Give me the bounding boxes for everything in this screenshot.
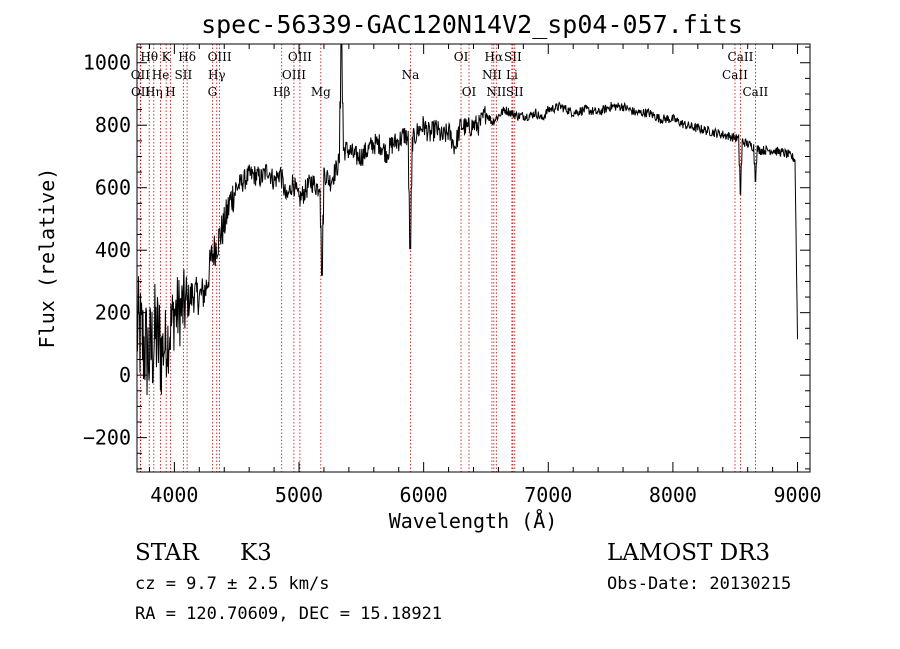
line-marker-label: OI bbox=[462, 85, 477, 99]
y-tick-label: 600 bbox=[95, 176, 131, 200]
line-marker-label: CaII bbox=[742, 85, 768, 99]
coordinates-readout: RA = 120.70609, DEC = 15.18921 bbox=[135, 604, 443, 624]
line-marker-label: Li bbox=[506, 68, 518, 82]
line-marker-label: Hδ bbox=[178, 50, 196, 64]
object-type: STAR bbox=[135, 540, 199, 566]
line-marker-label: OIII bbox=[208, 50, 232, 64]
y-tick-label: 200 bbox=[95, 301, 131, 325]
x-tick-label: 7000 bbox=[524, 483, 572, 507]
line-marker-label: Hη bbox=[145, 85, 163, 99]
line-marker-label: NII bbox=[482, 68, 502, 82]
redshift-readout: cz = 9.7 ± 2.5 km/s bbox=[135, 574, 330, 594]
line-marker-label: SII bbox=[175, 68, 193, 82]
survey-name: LAMOST DR3 bbox=[607, 540, 771, 566]
line-marker-label: OIII bbox=[282, 68, 306, 82]
y-tick-label: 400 bbox=[95, 238, 131, 262]
line-marker-label: OIII bbox=[288, 50, 312, 64]
line-marker-label: H bbox=[165, 85, 175, 99]
observation-date: Obs-Date: 20130215 bbox=[607, 574, 792, 594]
line-marker-label: SII bbox=[506, 85, 524, 99]
line-marker-label: G bbox=[208, 85, 218, 99]
y-tick-label: 800 bbox=[95, 113, 131, 137]
object-subclass: K3 bbox=[240, 540, 272, 566]
axis-ticks: 4000 5000 6000 7000 8000 9000 −200 0 200 400 600 80… bbox=[83, 44, 822, 507]
y-tick-label: 1000 bbox=[83, 51, 131, 75]
line-marker-label: CaII bbox=[728, 50, 754, 64]
line-marker-label: K bbox=[162, 50, 172, 64]
plot-frame bbox=[136, 43, 811, 473]
line-marker-label: OII bbox=[131, 85, 151, 99]
x-tick-label: 4000 bbox=[150, 483, 198, 507]
line-marker-label: SII bbox=[504, 50, 522, 64]
line-marker-label: Mg bbox=[311, 85, 331, 99]
line-marker-label: OII bbox=[131, 68, 151, 82]
line-markers: HθOIIOIIHηHeKHSIIHδGHγOIIIHβOIIIOIIIMgNa… bbox=[131, 44, 769, 472]
line-marker-label: Hβ bbox=[273, 85, 290, 99]
line-marker-label: Na bbox=[402, 68, 420, 82]
line-marker-label: Hα bbox=[485, 50, 504, 64]
x-tick-label: 8000 bbox=[649, 483, 697, 507]
chart-title: spec-56339-GAC120N14V2_sp04-057.fits bbox=[201, 10, 743, 39]
x-tick-label: 9000 bbox=[773, 483, 821, 507]
y-tick-label: 0 bbox=[119, 363, 131, 387]
line-marker-label: Hθ bbox=[140, 50, 158, 64]
spectrum-line bbox=[136, 43, 798, 396]
x-tick-label: 6000 bbox=[400, 483, 448, 507]
line-marker-label: Hγ bbox=[208, 68, 226, 82]
line-marker-label: He bbox=[152, 68, 170, 82]
line-marker-label: OI bbox=[454, 50, 469, 64]
line-marker-label: CaII bbox=[722, 68, 748, 82]
x-axis-label: Wavelength (Å) bbox=[389, 509, 558, 533]
x-tick-label: 5000 bbox=[275, 483, 323, 507]
spectrum-series bbox=[136, 43, 798, 396]
y-tick-label: −200 bbox=[83, 426, 131, 450]
y-axis-label: Flux (relative) bbox=[35, 168, 59, 349]
line-marker-label: NII bbox=[486, 85, 506, 99]
